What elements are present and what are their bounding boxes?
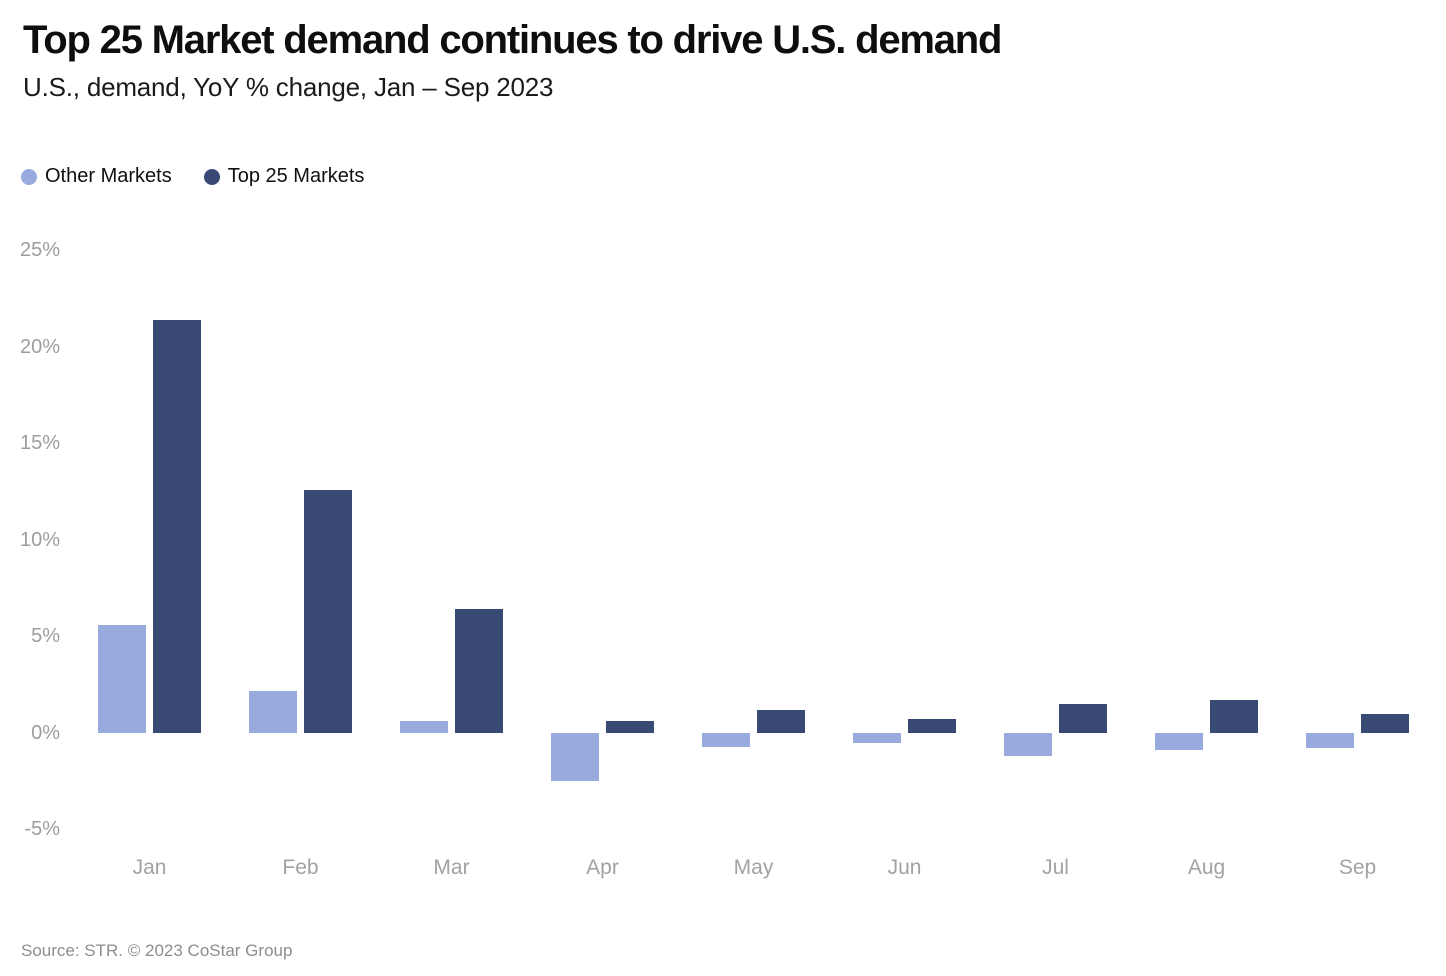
bar-feb-other-markets [249,690,297,733]
bar-aug-other-markets [1155,732,1203,750]
x-axis-label-apr: Apr [586,856,619,879]
x-axis-label-jan: Jan [132,856,167,879]
bar-jan-other-markets [98,624,146,733]
legend-item-other-markets: Other Markets [21,165,172,188]
y-axis-tick-5: 5% [31,625,60,647]
legend-swatch-top-25-markets-icon [203,168,220,185]
month-group-may: May [678,250,829,879]
bar-apr-top-25-markets [606,720,654,733]
y-axis-tick-10: 10% [19,528,60,551]
bar-mar-top-25-markets [455,608,503,733]
bar-aug-top-25-markets [1210,699,1258,733]
plot-area: Jan Feb Mar Apr May Jun Jul Aug Sep [74,250,1433,879]
chart-subtitle: U.S., demand, YoY % change, Jan – Sep 20… [23,72,554,102]
source-note: Source: STR. © 2023 CoStar Group [21,941,293,960]
bar-jan-top-25-markets [153,319,201,733]
x-axis-label-feb: Feb [282,856,319,879]
bar-jun-other-markets [853,732,901,743]
legend-swatch-other-markets-icon [21,168,37,185]
month-group-apr: Apr [527,250,678,879]
legend-item-top-25-markets: Top 25 Markets [203,165,365,188]
bar-may-top-25-markets [757,709,805,733]
chart-title: Top 25 Market demand continues to drive … [23,18,1002,62]
bar-mar-other-markets [400,720,448,733]
month-group-feb: Feb [225,250,376,879]
legend-label-other-markets: Other Markets [45,165,172,187]
y-axis-tick-neg5: -5% [24,818,60,840]
x-axis-label-mar: Mar [433,856,470,879]
month-group-jan: Jan [74,250,225,879]
y-axis: 25% 20% 15% 10% 5% 0% -5% [0,0,62,976]
x-axis-label-jul: Jul [1042,856,1069,879]
legend: Other Markets Top 25 Markets [21,165,364,188]
month-group-aug: Aug [1131,250,1282,879]
x-axis-label-may: May [733,856,774,879]
bar-feb-top-25-markets [304,489,352,733]
y-axis-tick-25: 25% [19,239,60,261]
month-group-mar: Mar [376,250,527,879]
bar-apr-other-markets [551,732,599,781]
x-axis-label-aug: Aug [1187,856,1226,879]
month-group-jun: Jun [829,250,980,879]
y-axis-tick-20: 20% [19,335,60,358]
month-group-sep: Sep [1282,250,1433,879]
bar-sep-other-markets [1306,732,1354,748]
x-axis-label-sep: Sep [1338,856,1377,879]
y-axis-tick-15: 15% [19,432,60,454]
bar-jun-top-25-markets [908,718,956,733]
bar-sep-top-25-markets [1361,713,1409,733]
x-axis-label-jun: Jun [887,856,922,879]
bar-may-other-markets [702,732,750,747]
legend-label-top-25-markets: Top 25 Markets [227,165,365,187]
month-group-jul: Jul [980,250,1131,879]
bar-jul-other-markets [1004,732,1052,756]
bar-jul-top-25-markets [1059,703,1107,733]
y-axis-tick-0: 0% [31,721,60,744]
